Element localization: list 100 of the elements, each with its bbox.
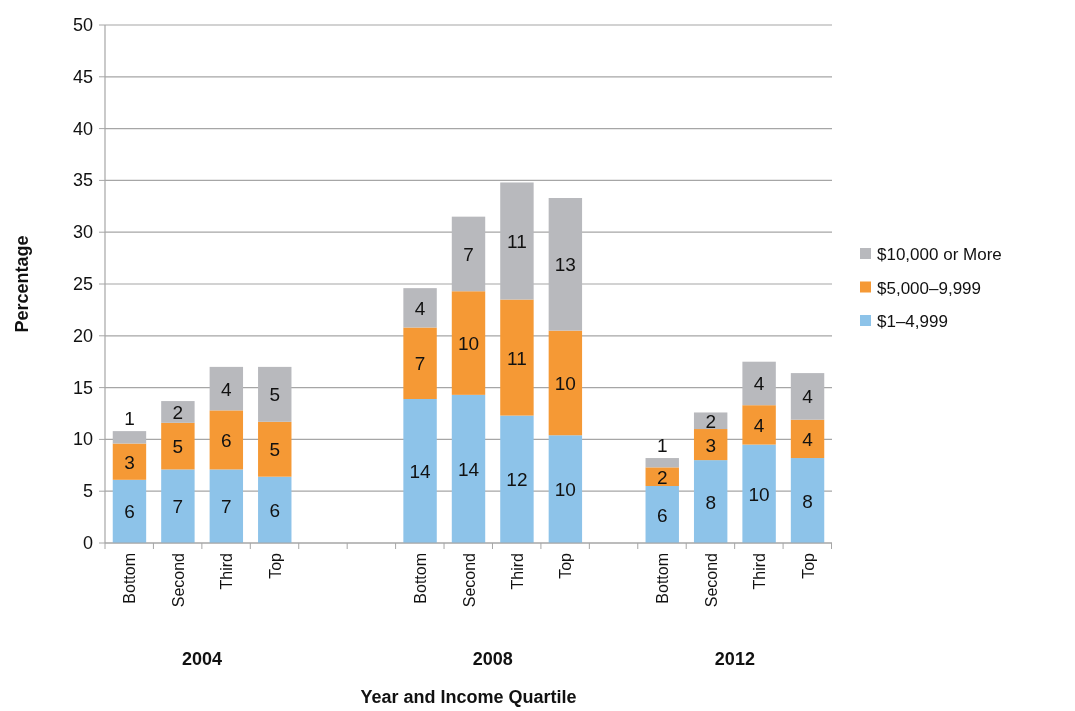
bar [742, 361, 776, 406]
x-tick-label: Second [460, 553, 478, 608]
y-tick-label: 0 [82, 533, 93, 553]
data-label: 7 [221, 496, 232, 518]
data-label: 5 [269, 384, 281, 406]
bar [161, 401, 195, 423]
y-tick-label: 40 [72, 118, 93, 139]
x-axis-title: Year and Income Quartile [360, 687, 577, 707]
text: 2012 [714, 649, 755, 669]
bar [548, 435, 583, 543]
data-label: 6 [124, 501, 135, 523]
x-tick-label: Top [557, 552, 575, 579]
data-label: 4 [802, 428, 814, 450]
bar [403, 288, 437, 328]
data-label: 4 [221, 378, 233, 400]
data-label: 6 [269, 499, 281, 521]
data-label: 5 [269, 439, 281, 461]
x-tick-label: Second [169, 553, 187, 608]
data-label: 10 [554, 372, 576, 394]
bar [451, 291, 486, 395]
bar [742, 444, 776, 543]
bar [112, 443, 147, 480]
x-tick-label: Third [508, 553, 526, 590]
data-label: 2 [656, 466, 668, 488]
data-label: 6 [221, 429, 232, 451]
data-label: 4 [753, 414, 765, 436]
x-tick-label: Bottom [654, 553, 672, 604]
bar [403, 399, 437, 543]
data-label: 8 [705, 491, 716, 513]
data-label: 5 [172, 436, 184, 458]
data-label: 7 [414, 353, 426, 375]
y-tick-label: 5 [82, 481, 93, 502]
data-label: 2 [705, 410, 716, 432]
x-tick-label: Third [218, 553, 236, 590]
y-tick-label: 50 [72, 15, 93, 35]
data-label: 10 [457, 333, 480, 355]
bar [112, 431, 147, 444]
bar [209, 410, 244, 470]
x-tick-label: Top [266, 552, 284, 579]
data-label: 2 [172, 401, 184, 423]
data-label: 10 [554, 479, 576, 501]
y-tick-label: 20 [72, 325, 93, 346]
bar [258, 421, 292, 477]
legend-label: $1–4,999 [877, 312, 948, 331]
data-label: 7 [463, 243, 474, 265]
bar [500, 415, 534, 543]
legend-label: $10,000 or More [877, 245, 1002, 264]
text: 2008 [472, 649, 513, 669]
bar [451, 216, 486, 292]
data-label: 3 [124, 451, 135, 473]
bar [161, 422, 195, 470]
data-label: 14 [409, 461, 432, 482]
bar [693, 429, 728, 461]
y-tick-label: 15 [72, 377, 93, 398]
data-label: 4 [753, 373, 765, 395]
data-label: 1 [656, 435, 668, 457]
data-label: 10 [748, 483, 770, 505]
bar [209, 366, 244, 411]
x-tick-label: Third [751, 553, 769, 590]
data-label: 11 [507, 347, 527, 369]
data-label: 7 [172, 496, 184, 518]
bar [161, 469, 195, 543]
data-label: 4 [802, 386, 814, 408]
data-label: 6 [656, 504, 668, 526]
bar [693, 460, 728, 543]
bar [500, 182, 534, 300]
data-label: 3 [705, 434, 716, 456]
bar [209, 469, 244, 543]
data-label: 14 [457, 458, 480, 480]
y-tick-label: 30 [72, 222, 93, 243]
y-tick-label: 10 [72, 429, 93, 450]
bar [645, 458, 679, 468]
x-tick-label: Bottom [412, 553, 430, 604]
legend-label: $5,000–9,999 [877, 278, 981, 298]
y-tick-label: 45 [72, 66, 93, 87]
bar [112, 479, 147, 543]
bar [258, 476, 292, 543]
bar [548, 198, 583, 331]
bar [790, 419, 825, 459]
y-tick-label: 25 [72, 274, 93, 294]
bar [790, 458, 825, 543]
bar [548, 330, 583, 436]
data-label: 11 [507, 231, 527, 253]
x-tick-label: Bottom [121, 553, 139, 604]
data-label: 8 [802, 490, 813, 512]
x-tick-label: Top [799, 552, 817, 579]
data-label: 4 [414, 297, 426, 319]
bar [451, 394, 486, 543]
bar [645, 486, 679, 543]
data-label: 12 [506, 469, 528, 491]
bar [742, 405, 776, 445]
bar [403, 327, 437, 399]
y-tick-label: 35 [72, 170, 93, 191]
data-label: 1 [124, 408, 135, 430]
bar [790, 373, 825, 420]
bar [500, 299, 534, 416]
bar [258, 366, 292, 422]
data-label: 13 [554, 254, 576, 276]
x-tick-label: Second [702, 553, 720, 608]
text: 2004 [182, 649, 223, 669]
